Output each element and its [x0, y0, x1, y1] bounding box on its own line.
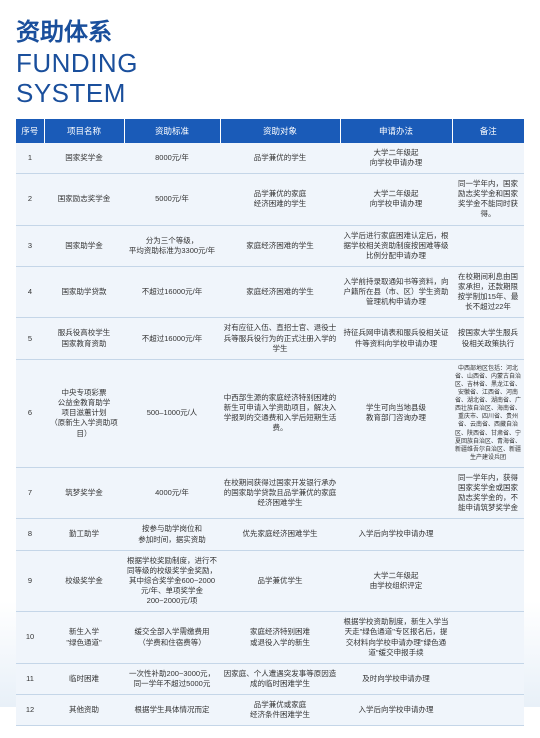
cell-apply: 根据学校资助制度，新生入学当天走"绿色通道"专区报名后，提交材料向学校申请办理"…: [340, 612, 452, 664]
cell-std: 缓交全部入学需缴费用 （学费和住宿费等）: [124, 612, 220, 664]
table-row: 4国家助学贷款不超过16000元/年家庭经济困难的学生入学前持录取通知书等资料，…: [16, 266, 524, 318]
cell-target: 家庭经济困难的学生: [220, 225, 340, 266]
cell-target: 品学兼优或家庭 经济条件困难学生: [220, 695, 340, 726]
title-chinese: 资助体系: [16, 12, 524, 47]
cell-note: [452, 612, 524, 664]
col-name: 项目名称: [44, 119, 124, 143]
table-row: 12其他资助根据学生具体情况而定品学兼优或家庭 经济条件困难学生入学后向学校申请…: [16, 695, 524, 726]
cell-note: 在校期间利息由国家承担，还款期限按学制加15年、最长不超过22年: [452, 266, 524, 318]
cell-note: [452, 695, 524, 726]
col-note: 备注: [452, 119, 524, 143]
cell-std: 一次性补助200~3000元， 同一学年不超过5000元: [124, 663, 220, 694]
cell-std: 不超过16000元/年: [124, 318, 220, 359]
cell-note: [452, 143, 524, 174]
col-target: 资助对象: [220, 119, 340, 143]
cell-target: 因家庭、个人遭遇突发事等原因造成的临时困难学生: [220, 663, 340, 694]
cell-apply: 及时向学校申请办理: [340, 663, 452, 694]
table-row: 2国家励志奖学金5000元/年品学兼优的家庭 经济困难的学生大学二年级起 向学校…: [16, 174, 524, 226]
funding-table: 序号 项目名称 资助标准 资助对象 申请办法 备注 1国家奖学金8000元/年品…: [16, 119, 524, 727]
table-row: 5服兵役高校学生 国家教育资助不超过16000元/年对有应征入伍、直招士官、退役…: [16, 318, 524, 359]
title-english: FUNDING SYSTEM: [16, 49, 524, 109]
cell-note: [452, 519, 524, 550]
cell-std: 8000元/年: [124, 143, 220, 174]
table-row: 11临时困难一次性补助200~3000元， 同一学年不超过5000元因家庭、个人…: [16, 663, 524, 694]
table-row: 6中央专项彩票 公益金教育助学 项目滋蕙计划 （原新生入学资助项目）500–10…: [16, 359, 524, 467]
cell-std: 4000元/年: [124, 467, 220, 519]
cell-std: 根据学校奖励制度，进行不同等级的校级奖学金奖励，其中综合奖学金600~2000元…: [124, 550, 220, 612]
col-apply: 申请办法: [340, 119, 452, 143]
cell-apply: 大学二年级起 向学校申请办理: [340, 174, 452, 226]
cell-apply: 入学后向学校申请办理: [340, 695, 452, 726]
cell-note: 中西部地区包括：河北省、山西省、内蒙古自治区、吉林省、黑龙江省、安徽省、江西省、…: [452, 359, 524, 467]
table-row: 7筑梦奖学金4000元/年在校期间获得过国家开发银行承办的国家助学贷款且品学兼优…: [16, 467, 524, 519]
cell-n: 3: [16, 225, 44, 266]
cell-name: 其他资助: [44, 695, 124, 726]
cell-n: 6: [16, 359, 44, 467]
cell-target: 在校期间获得过国家开发银行承办的国家助学贷款且品学兼优的家庭经济困难学生: [220, 467, 340, 519]
cell-n: 10: [16, 612, 44, 664]
cell-target: 品学兼优学生: [220, 550, 340, 612]
cell-apply: 入学后向学校申请办理: [340, 519, 452, 550]
table-body: 1国家奖学金8000元/年品学兼优的学生大学二年级起 向学校申请办理2国家励志奖…: [16, 143, 524, 726]
cell-apply: [340, 467, 452, 519]
cell-note: [452, 663, 524, 694]
cell-note: 同一学年内，国家励志奖学金和国家奖学金不能同时获得。: [452, 174, 524, 226]
cell-name: 中央专项彩票 公益金教育助学 项目滋蕙计划 （原新生入学资助项目）: [44, 359, 124, 467]
cell-apply: 大学二年级起 向学校申请办理: [340, 143, 452, 174]
table-row: 3国家助学金分为三个等级， 平均资助标准为3300元/年家庭经济困难的学生入学后…: [16, 225, 524, 266]
cell-apply: 持征兵网申请表和服兵役相关证件等资料向学校申请办理: [340, 318, 452, 359]
cell-std: 不超过16000元/年: [124, 266, 220, 318]
cell-name: 筑梦奖学金: [44, 467, 124, 519]
cell-n: 4: [16, 266, 44, 318]
table-header: 序号 项目名称 资助标准 资助对象 申请办法 备注: [16, 119, 524, 143]
table-row: 9校级奖学金根据学校奖励制度，进行不同等级的校级奖学金奖励，其中综合奖学金600…: [16, 550, 524, 612]
cell-note: 同一学年内，获得国家奖学金或国家励志奖学金的，不能申请筑梦奖学金: [452, 467, 524, 519]
cell-n: 5: [16, 318, 44, 359]
cell-name: 国家励志奖学金: [44, 174, 124, 226]
cell-name: 国家助学金: [44, 225, 124, 266]
cell-name: 新生入学 "绿色通道": [44, 612, 124, 664]
cell-target: 品学兼优的家庭 经济困难的学生: [220, 174, 340, 226]
table-row: 8勤工助学按参与助学岗位和 参加时间，据实资助优先家庭经济困难学生入学后向学校申…: [16, 519, 524, 550]
cell-target: 品学兼优的学生: [220, 143, 340, 174]
cell-n: 9: [16, 550, 44, 612]
cell-note: [452, 225, 524, 266]
cell-target: 中西部生源的家庭经济特别困难的新生可申请入学资助项目，解决入学报到的交通费和入学…: [220, 359, 340, 467]
col-standard: 资助标准: [124, 119, 220, 143]
title-en-line2: SYSTEM: [16, 78, 126, 108]
cell-n: 12: [16, 695, 44, 726]
cell-apply: 大学二年级起 由学校组织评定: [340, 550, 452, 612]
cell-apply: 学生可向当地县级 教育部门咨询办理: [340, 359, 452, 467]
cell-target: 家庭经济特别困难 或退役入学的新生: [220, 612, 340, 664]
table-row: 1国家奖学金8000元/年品学兼优的学生大学二年级起 向学校申请办理: [16, 143, 524, 174]
funding-page: 资助体系 FUNDING SYSTEM 序号 项目名称 资助标准 资助对象 申请…: [0, 0, 540, 738]
title-en-line1: FUNDING: [16, 48, 138, 78]
cell-note: [452, 550, 524, 612]
cell-name: 国家助学贷款: [44, 266, 124, 318]
cell-name: 勤工助学: [44, 519, 124, 550]
cell-std: 5000元/年: [124, 174, 220, 226]
cell-n: 2: [16, 174, 44, 226]
cell-target: 优先家庭经济困难学生: [220, 519, 340, 550]
cell-name: 服兵役高校学生 国家教育资助: [44, 318, 124, 359]
cell-std: 分为三个等级， 平均资助标准为3300元/年: [124, 225, 220, 266]
cell-n: 1: [16, 143, 44, 174]
cell-n: 7: [16, 467, 44, 519]
cell-name: 临时困难: [44, 663, 124, 694]
cell-target: 对有应征入伍、直招士官、退役士兵等服兵役行为的正式注册入学的学生: [220, 318, 340, 359]
cell-n: 11: [16, 663, 44, 694]
cell-note: 按国家大学生服兵役相关政策执行: [452, 318, 524, 359]
cell-std: 根据学生具体情况而定: [124, 695, 220, 726]
table-row: 10新生入学 "绿色通道"缓交全部入学需缴费用 （学费和住宿费等）家庭经济特别困…: [16, 612, 524, 664]
cell-std: 500–1000元/人: [124, 359, 220, 467]
cell-apply: 入学后进行家庭困难认定后，根据学校相关资助制度按困难等级比例分配申请办理: [340, 225, 452, 266]
cell-name: 校级奖学金: [44, 550, 124, 612]
col-serial: 序号: [16, 119, 44, 143]
cell-apply: 入学前持录取通知书等资料，向户籍所在县（市、区）学生资助管理机构申请办理: [340, 266, 452, 318]
cell-std: 按参与助学岗位和 参加时间，据实资助: [124, 519, 220, 550]
cell-target: 家庭经济困难的学生: [220, 266, 340, 318]
cell-n: 8: [16, 519, 44, 550]
cell-name: 国家奖学金: [44, 143, 124, 174]
